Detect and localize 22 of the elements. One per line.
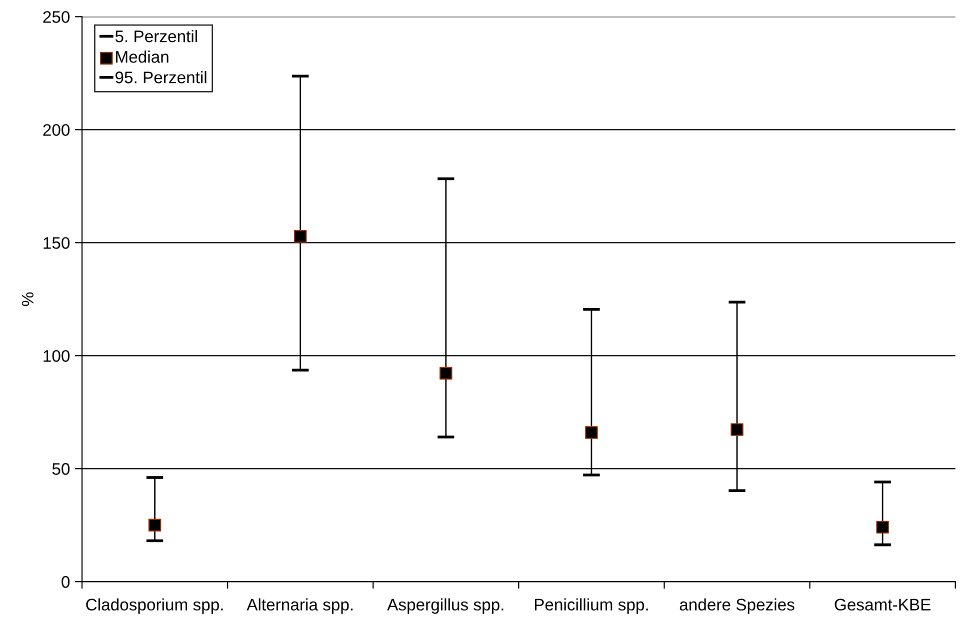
x-tick-label: Cladosporium spp.	[86, 598, 223, 614]
x-tick-label: andere Spezies	[680, 598, 794, 614]
annotation: 95. Perzentil	[116, 71, 206, 84]
y-tick-label: 0	[62, 576, 70, 588]
y-axis-title: %	[22, 292, 34, 306]
point	[585, 426, 598, 439]
point	[440, 366, 452, 380]
y-tick-label: 150	[44, 237, 70, 249]
y-tick-label: 100	[44, 350, 70, 362]
y-tick-label: 250	[43, 11, 70, 23]
x-tick-label: Gesamt-KBE	[834, 598, 930, 611]
x-tick-label: Aspergillus spp.	[387, 598, 504, 614]
y-tick-label: 50	[52, 463, 70, 475]
x-tick-label: Alternaria spp.	[246, 598, 353, 614]
y-tick-label: 200	[43, 124, 70, 136]
x-tick-label: Penicillium spp.	[534, 598, 648, 614]
point	[294, 230, 307, 243]
point	[148, 518, 162, 532]
point	[730, 423, 744, 436]
annotation: 5. Perzentil	[115, 30, 197, 42]
point	[876, 520, 889, 534]
legend-label: Median	[116, 50, 168, 63]
